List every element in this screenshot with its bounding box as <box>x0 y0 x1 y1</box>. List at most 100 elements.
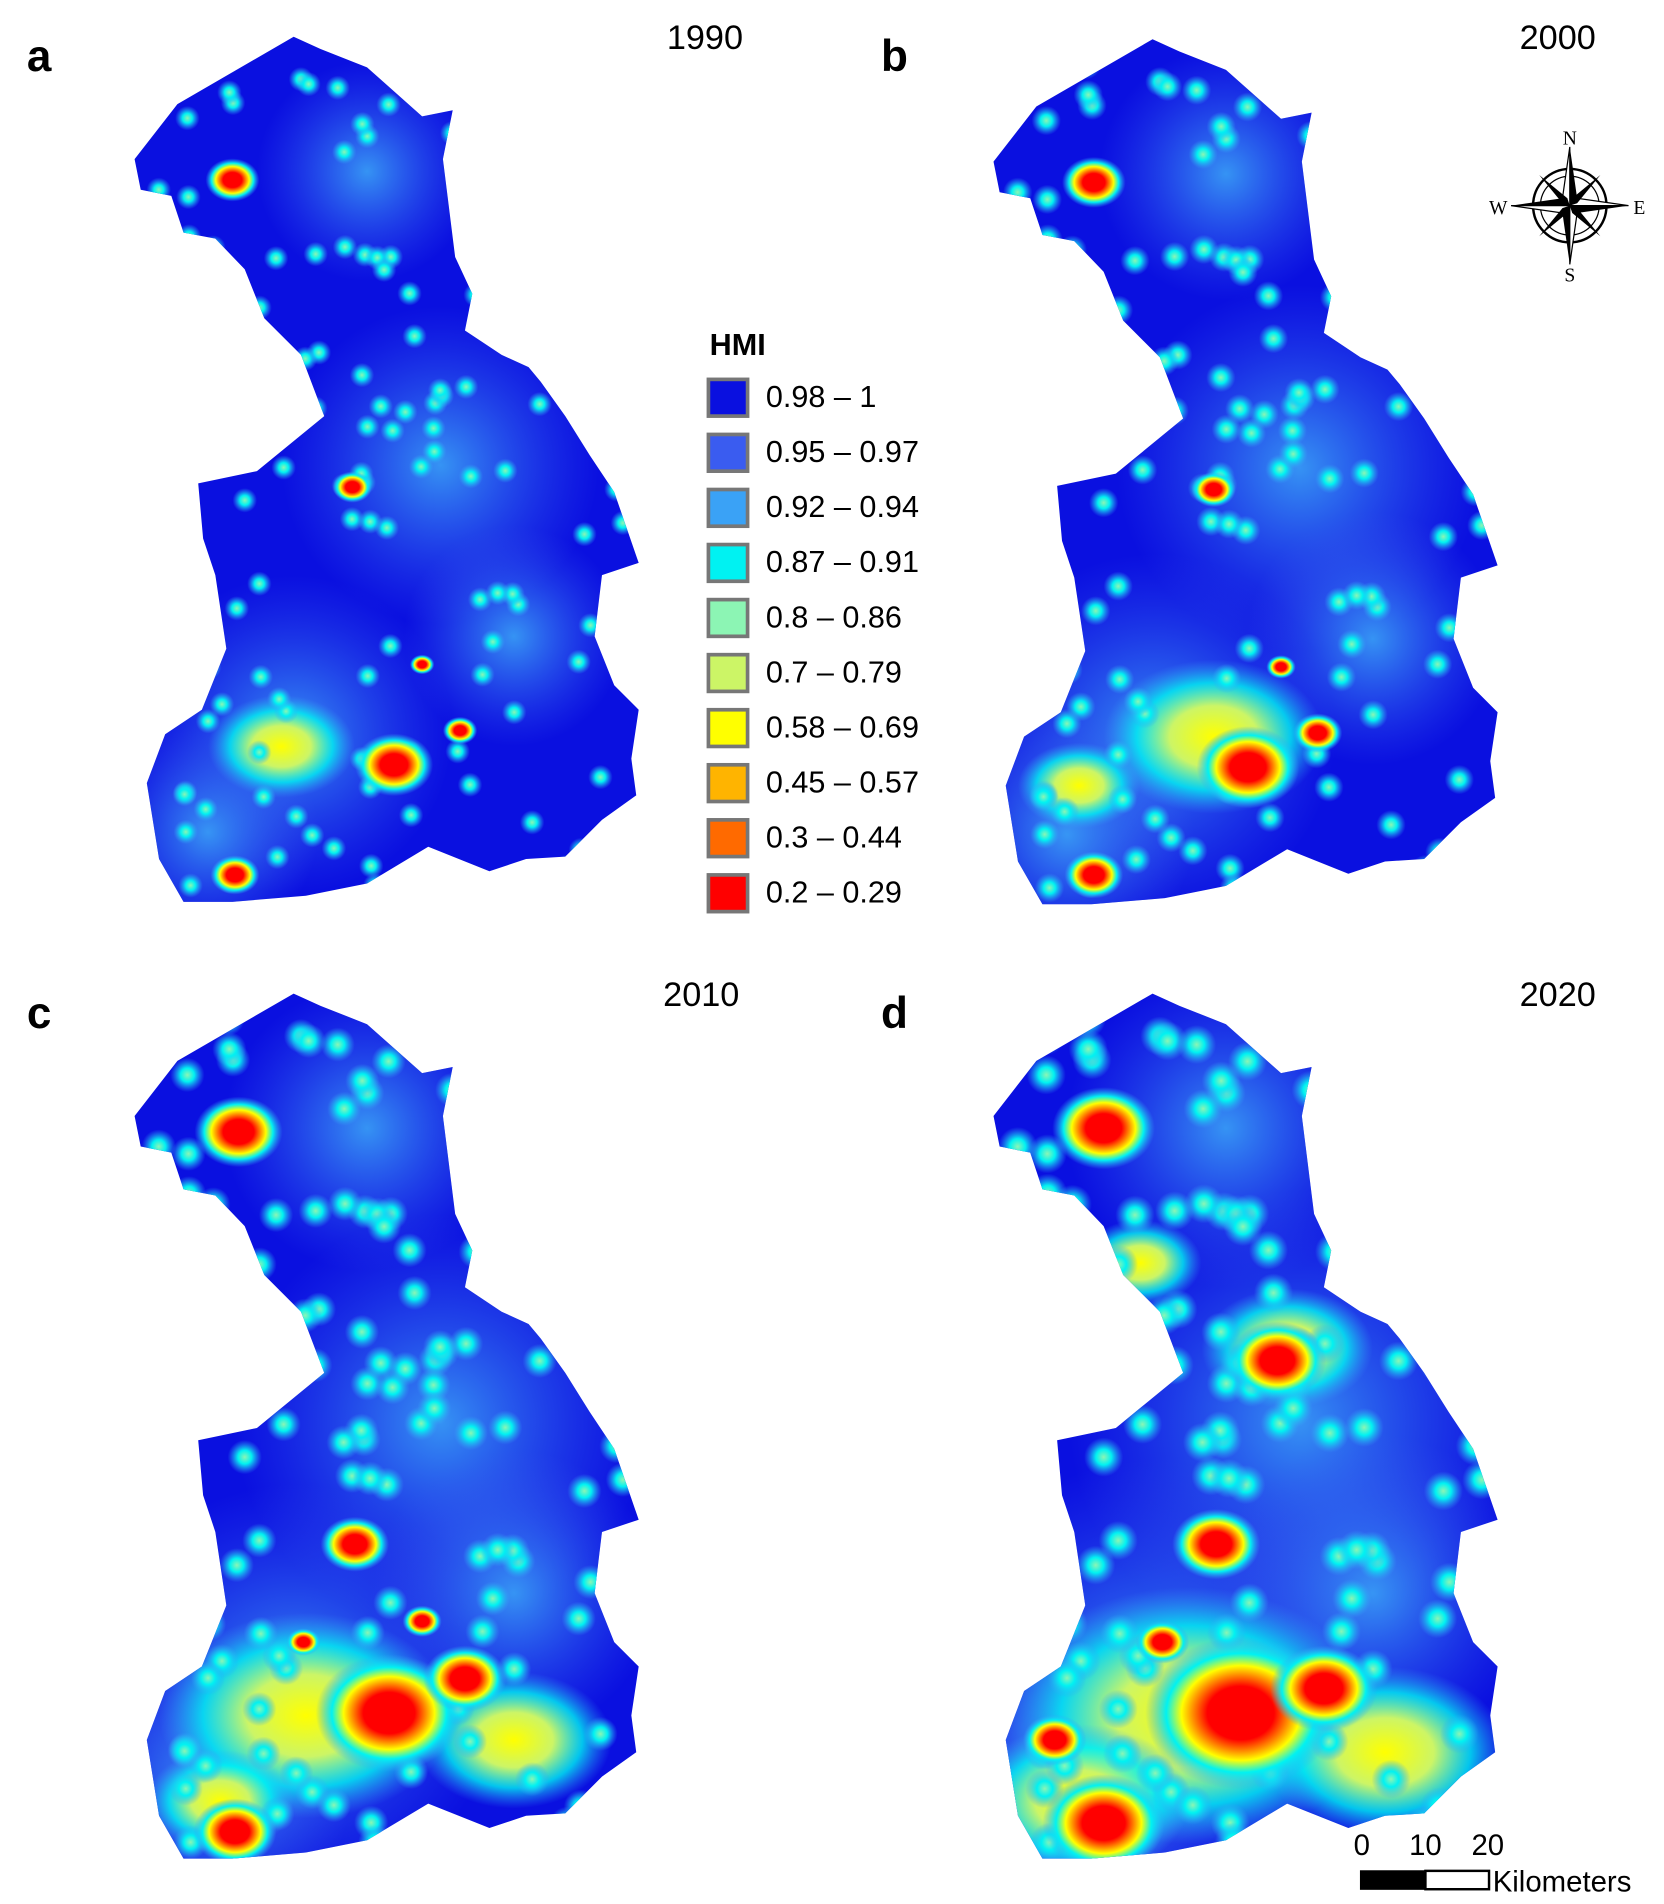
settlement <box>1313 177 1343 207</box>
scale-bar: 0 10 20 Kilometers <box>1354 1829 1632 1899</box>
settlement <box>1257 872 1288 903</box>
settlement <box>349 362 375 388</box>
settlement <box>398 802 424 828</box>
settlement <box>1422 649 1453 679</box>
legend-label: 0.58 – 0.69 <box>766 710 919 744</box>
settlement <box>292 346 318 371</box>
legend-label: 0.95 – 0.97 <box>766 435 919 469</box>
settlement <box>1398 1119 1439 1159</box>
settlement <box>1315 464 1345 494</box>
settlement <box>1277 416 1308 446</box>
compass-label: N <box>1563 128 1577 149</box>
settlement <box>355 414 380 440</box>
settlement <box>397 281 422 306</box>
settlement <box>1173 1785 1213 1825</box>
settlement <box>1022 344 1052 375</box>
settlement <box>144 1500 179 1535</box>
settlement <box>159 356 185 381</box>
settlement <box>536 1149 571 1184</box>
settlement <box>1152 71 1183 102</box>
settlement <box>247 571 272 596</box>
settlement <box>402 323 427 349</box>
settlement <box>1424 1218 1464 1258</box>
settlement <box>498 158 523 184</box>
settlement <box>298 1193 333 1229</box>
settlement <box>138 678 164 703</box>
settlement <box>355 663 380 689</box>
settlement <box>1248 1230 1289 1270</box>
settlement <box>1149 346 1179 376</box>
compass-point <box>1569 205 1629 213</box>
settlement <box>1031 105 1061 136</box>
settlement <box>1209 1458 1249 1499</box>
settlement <box>316 1787 352 1823</box>
settlement <box>271 455 296 480</box>
settlement <box>1047 252 1077 282</box>
settlement <box>1042 1201 1082 1241</box>
settlement <box>1184 1184 1224 1224</box>
settlement <box>401 1020 436 1056</box>
compass: N S E W <box>1489 128 1645 286</box>
hmi-map <box>993 39 1498 905</box>
scale-segment <box>1424 1869 1491 1891</box>
settlement <box>1337 629 1367 659</box>
legend-swatch <box>706 873 750 914</box>
settlement <box>1317 1138 1357 1178</box>
settlement <box>1017 1294 1057 1334</box>
settlement <box>1253 281 1284 311</box>
settlement <box>1047 1658 1087 1698</box>
settlement <box>1016 356 1046 386</box>
settlement <box>422 439 447 464</box>
settlement <box>242 1523 277 1558</box>
settlement <box>445 739 470 764</box>
settlement <box>435 1072 470 1108</box>
settlement <box>515 1762 550 1797</box>
settlement <box>1377 162 1408 193</box>
settlement <box>1155 1191 1195 1231</box>
settlement <box>1201 1312 1241 1352</box>
settlement <box>488 1410 523 1445</box>
settlement <box>193 418 219 444</box>
settlement <box>195 708 221 734</box>
settlement <box>373 1585 408 1620</box>
settlement <box>521 162 546 188</box>
panel-letter: a <box>27 32 52 81</box>
settlement <box>371 257 397 283</box>
settlement <box>401 872 426 898</box>
settlement <box>540 197 566 222</box>
settlement <box>332 139 357 165</box>
settlement <box>1183 1089 1223 1129</box>
settlement <box>456 112 481 138</box>
settlement <box>193 796 218 822</box>
legend-swatch <box>706 762 750 804</box>
settlement <box>1103 295 1134 325</box>
settlement <box>1028 782 1059 812</box>
settlement <box>1296 120 1326 151</box>
hotspot <box>354 733 434 797</box>
settlement <box>452 1724 488 1759</box>
settlement <box>572 521 597 547</box>
settlement <box>1127 455 1158 485</box>
settlement <box>1341 580 1372 611</box>
settlement <box>1358 700 1388 730</box>
settlement <box>1122 348 1152 378</box>
settlement <box>1314 772 1344 802</box>
settlement <box>188 1748 223 1784</box>
settlement <box>1052 708 1082 739</box>
hotspot <box>1022 1714 1087 1766</box>
settlement <box>363 873 388 898</box>
settlement <box>1011 1305 1051 1345</box>
legend-label: 0.87 – 0.91 <box>766 545 919 579</box>
settlement <box>570 1088 605 1123</box>
settlement <box>1444 764 1475 795</box>
hotspot <box>194 1096 283 1168</box>
settlement <box>134 1630 169 1665</box>
settlement <box>1211 663 1242 694</box>
hotspot <box>1196 726 1300 809</box>
settlement <box>1206 111 1236 142</box>
scale-unit: Kilometers <box>1493 1866 1632 1899</box>
settlement <box>610 510 636 536</box>
settlement <box>176 224 202 249</box>
settlement <box>243 1616 278 1651</box>
hotspot <box>1135 1620 1190 1664</box>
